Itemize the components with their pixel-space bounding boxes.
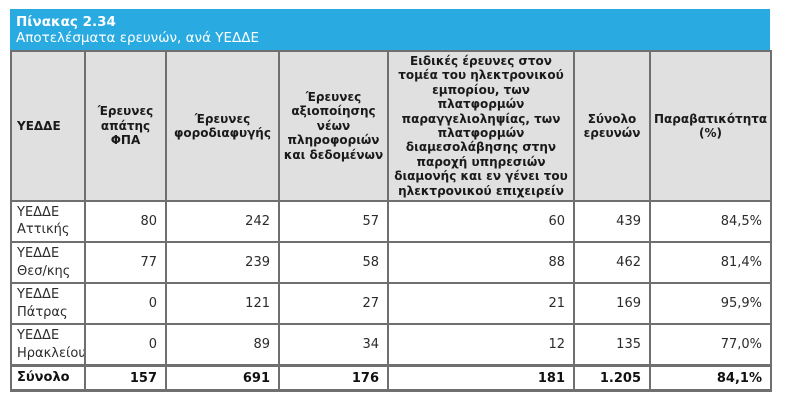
results-table: ΥΕΔΔΕ Έρευνες απάτης ΦΠΑ Έρευνες φοροδια… bbox=[10, 50, 772, 392]
numeric-cell: 80 bbox=[84, 199, 167, 244]
col-header-new-data-investigations: Έρευνες αξιοποίησης νέων πληροφοριών και… bbox=[278, 50, 389, 202]
numeric-cell: 21 bbox=[387, 282, 575, 326]
total-numeric-cell: 1.205 bbox=[573, 364, 651, 392]
header-row: ΥΕΔΔΕ Έρευνες απάτης ΦΠΑ Έρευνες φοροδια… bbox=[10, 50, 772, 202]
numeric-cell: 34 bbox=[278, 323, 389, 367]
row-label: ΥΕΔΔΕ Ηρακλείου bbox=[10, 323, 86, 367]
numeric-cell: 462 bbox=[573, 240, 651, 285]
col-header-tax-evasion-investigations: Έρευνες φοροδιαφυγής bbox=[165, 50, 280, 202]
percent-cell: 84,5% bbox=[649, 199, 772, 244]
numeric-cell: 242 bbox=[165, 199, 280, 244]
row-label: ΥΕΔΔΕ Πάτρας bbox=[10, 282, 86, 326]
col-header-ecommerce-special-investigations: Ειδικές έρευνες στον τομέα του ηλεκτρονι… bbox=[387, 50, 575, 202]
col-header-vat-fraud-investigations: Έρευνες απάτης ΦΠΑ bbox=[84, 50, 167, 202]
total-numeric-cell: 691 bbox=[165, 364, 280, 392]
numeric-cell: 27 bbox=[278, 282, 389, 326]
percent-cell: 81,4% bbox=[649, 240, 772, 285]
table-number: Πίνακας 2.34 bbox=[16, 14, 116, 30]
col-header-delinquency-rate: Παραβατικότητα (%) bbox=[649, 50, 772, 202]
numeric-cell: 0 bbox=[84, 323, 167, 367]
numeric-cell: 169 bbox=[573, 282, 651, 326]
total-numeric-cell: 181 bbox=[387, 364, 575, 392]
numeric-cell: 77 bbox=[84, 240, 167, 285]
numeric-cell: 89 bbox=[165, 323, 280, 367]
numeric-cell: 239 bbox=[165, 240, 280, 285]
numeric-cell: 439 bbox=[573, 199, 651, 244]
numeric-cell: 121 bbox=[165, 282, 280, 326]
numeric-cell: 60 bbox=[387, 199, 575, 244]
total-label: Σύνολο bbox=[10, 364, 86, 392]
col-header-yedde: ΥΕΔΔΕ bbox=[10, 50, 86, 202]
total-percent-cell: 84,1% bbox=[649, 364, 772, 392]
row-label: ΥΕΔΔΕ Θεσ/κης bbox=[10, 240, 86, 285]
total-row: Σύνολο 157 691 176 181 1.205 84,1% bbox=[10, 364, 772, 392]
numeric-cell: 88 bbox=[387, 240, 575, 285]
table-subtitle: Αποτελέσματα ερευνών, ανά ΥΕΔΔΕ bbox=[16, 30, 260, 46]
table-row-patras: ΥΕΔΔΕ Πάτρας 0 121 27 21 169 95,9% bbox=[10, 282, 772, 326]
total-numeric-cell: 176 bbox=[278, 364, 389, 392]
total-numeric-cell: 157 bbox=[84, 364, 167, 392]
percent-cell: 77,0% bbox=[649, 323, 772, 367]
row-label: ΥΕΔΔΕ Αττικής bbox=[10, 199, 86, 244]
table-row-irakleiou: ΥΕΔΔΕ Ηρακλείου 0 89 34 12 135 77,0% bbox=[10, 323, 772, 367]
numeric-cell: 0 bbox=[84, 282, 167, 326]
table-row-thessalonikis: ΥΕΔΔΕ Θεσ/κης 77 239 58 88 462 81,4% bbox=[10, 240, 772, 285]
table-row-attikis: ΥΕΔΔΕ Αττικής 80 242 57 60 439 84,5% bbox=[10, 199, 772, 244]
numeric-cell: 58 bbox=[278, 240, 389, 285]
table-title-bar: Πίνακας 2.34 Αποτελέσματα ερευνών, ανά Υ… bbox=[10, 9, 770, 51]
numeric-cell: 135 bbox=[573, 323, 651, 367]
numeric-cell: 12 bbox=[387, 323, 575, 367]
numeric-cell: 57 bbox=[278, 199, 389, 244]
col-header-total-investigations: Σύνολο ερευνών bbox=[573, 50, 651, 202]
percent-cell: 95,9% bbox=[649, 282, 772, 326]
